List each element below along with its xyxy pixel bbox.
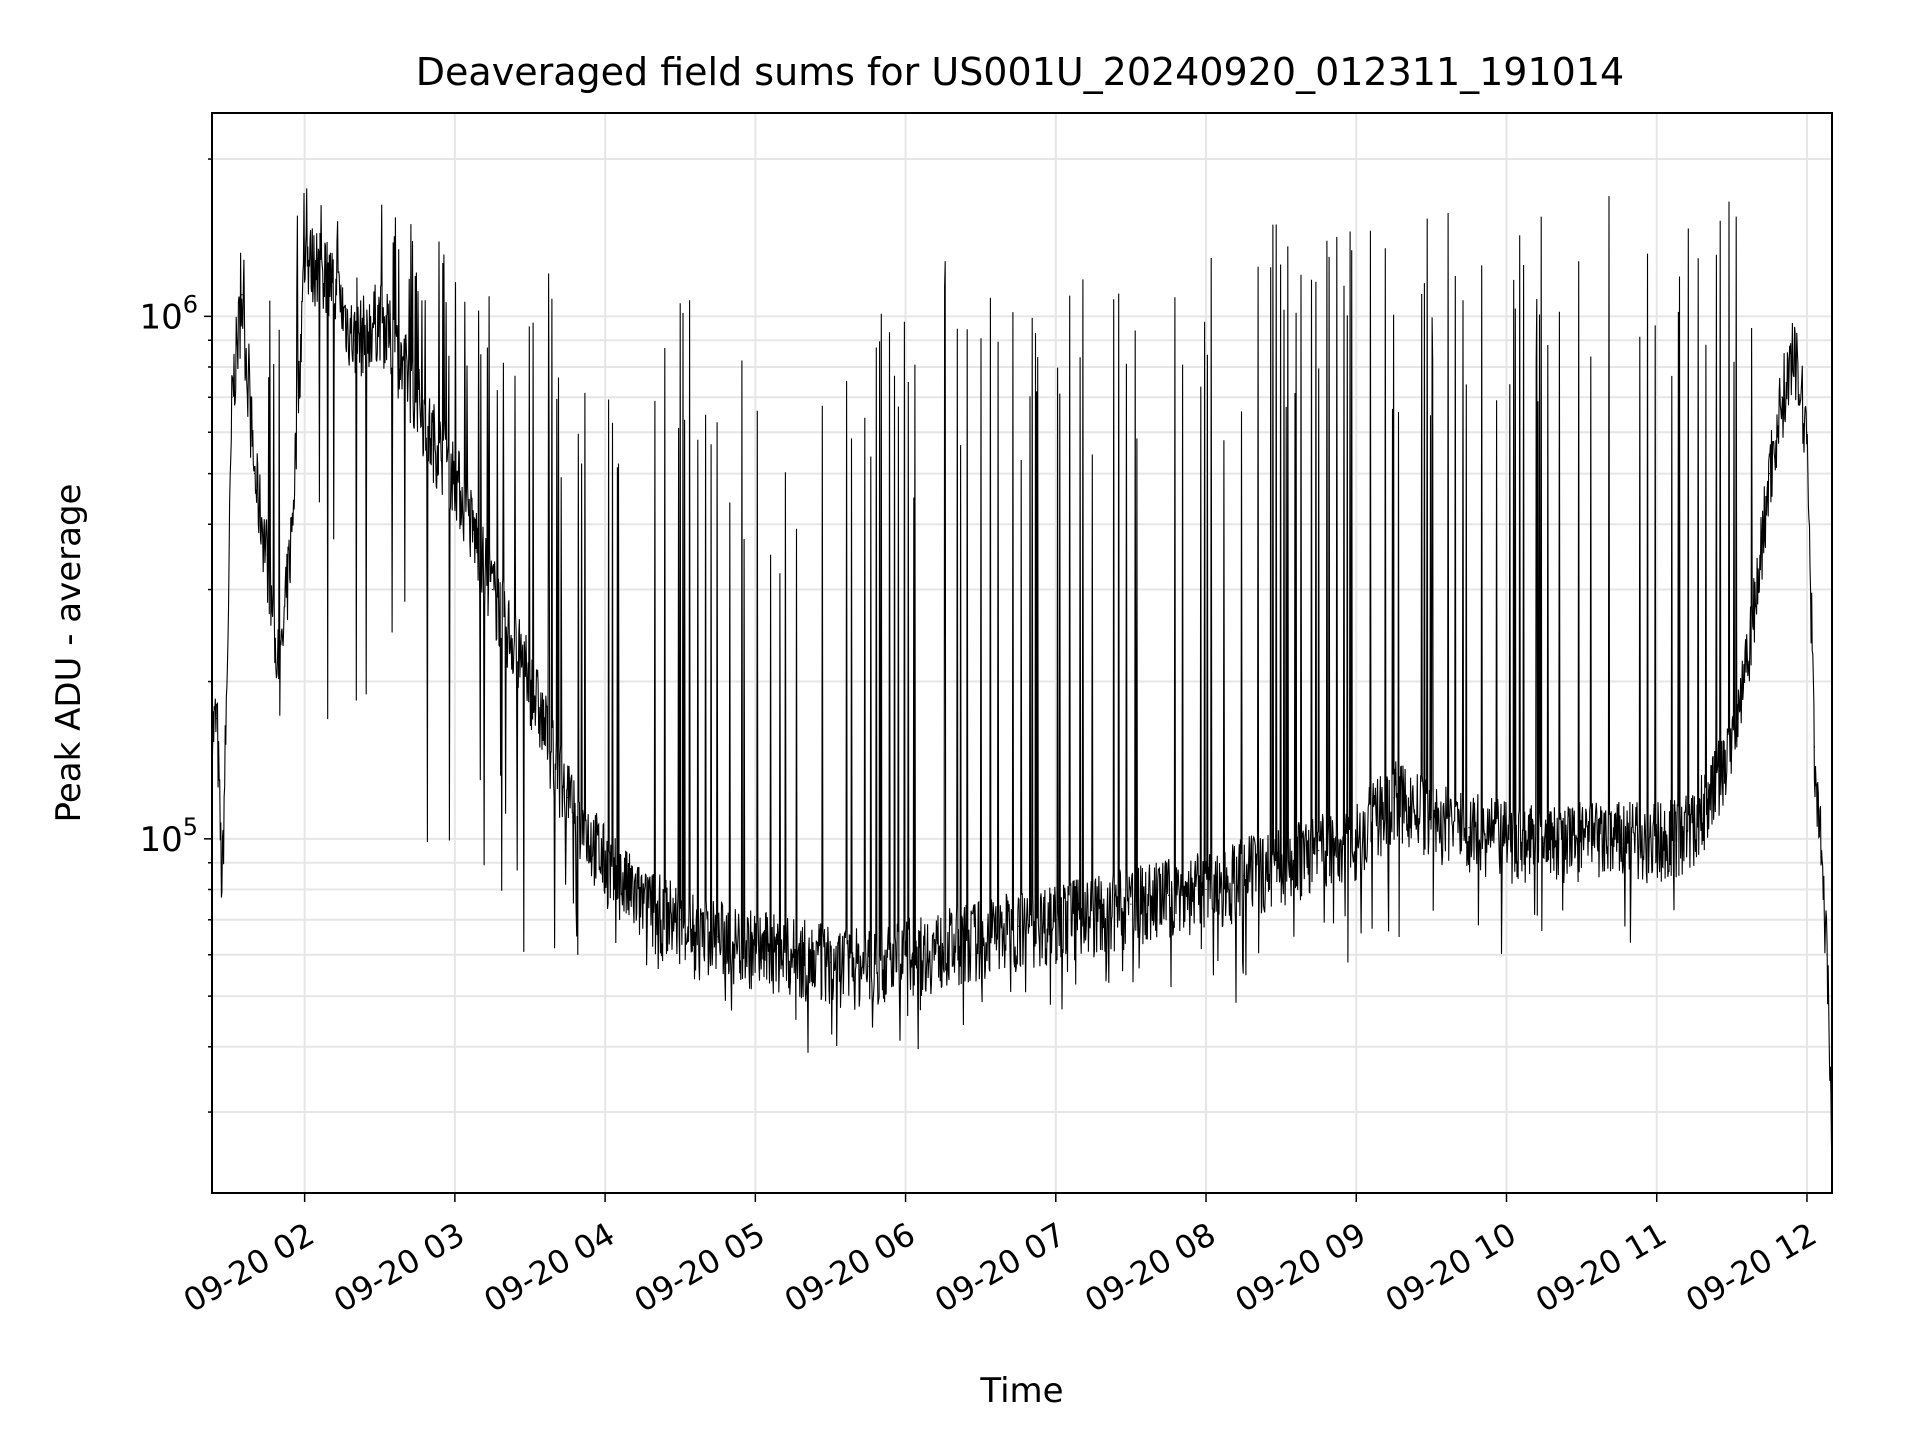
grid-layer <box>212 113 1832 1193</box>
data-point <box>1092 912 1094 914</box>
data-point <box>1205 888 1207 891</box>
data-point <box>1821 862 1823 864</box>
data-point <box>1793 352 1796 354</box>
data-point <box>529 680 531 683</box>
data-point <box>429 431 431 433</box>
data-point <box>942 946 944 948</box>
data-point <box>304 256 306 258</box>
data-point <box>980 936 982 938</box>
data-point <box>1318 849 1320 852</box>
data-point <box>404 366 406 368</box>
data-point <box>1756 588 1758 591</box>
data-point <box>566 796 569 799</box>
data-point <box>1393 796 1395 799</box>
data-point <box>1618 838 1620 840</box>
data-point <box>241 294 243 296</box>
data-point <box>1055 919 1057 921</box>
data-point <box>1781 396 1783 398</box>
data-point <box>291 523 293 525</box>
y-tick-label: 106 <box>139 290 198 337</box>
data-point <box>231 396 233 398</box>
data-point <box>1693 827 1695 829</box>
data-point <box>1543 842 1545 845</box>
data-point <box>904 954 907 956</box>
data-point <box>253 473 256 475</box>
data-point <box>1430 816 1432 818</box>
data-point <box>1355 838 1357 840</box>
data-point <box>679 919 681 921</box>
data-point <box>216 717 218 720</box>
data-point <box>1468 827 1470 829</box>
data-point <box>221 888 223 891</box>
data-point <box>1731 746 1733 748</box>
data-point <box>1813 746 1816 748</box>
chart-title: Deaveraged field sums for US001U_2024092… <box>416 50 1624 94</box>
y-axis-label: Peak ADU - average <box>49 484 89 823</box>
data-point <box>754 946 756 948</box>
data-point <box>1505 838 1508 840</box>
data-point <box>1806 431 1808 433</box>
data-point <box>1826 954 1828 956</box>
plot-area <box>211 188 1833 1155</box>
data-point <box>792 954 794 956</box>
data-point <box>1656 838 1658 840</box>
data-point <box>226 680 228 683</box>
data-point <box>1581 838 1583 840</box>
y-tick-label: 105 <box>139 813 198 860</box>
series-line <box>211 188 1833 1147</box>
data-point <box>1167 894 1170 896</box>
data-point <box>266 553 268 556</box>
data-point <box>642 903 644 905</box>
x-axis-label: Time <box>979 1371 1063 1411</box>
data-point <box>1242 875 1245 877</box>
data-point <box>354 339 356 341</box>
data-point <box>454 473 456 475</box>
data-point <box>279 680 281 683</box>
data-point <box>1768 473 1771 475</box>
data-point <box>717 936 719 938</box>
data-point <box>829 961 832 964</box>
data-point <box>1017 925 1019 927</box>
data-point <box>491 588 494 591</box>
data-point <box>604 862 606 864</box>
data-point <box>329 274 331 276</box>
plot-frame <box>211 112 1833 1194</box>
data-point <box>1280 862 1282 864</box>
data-point <box>867 965 869 968</box>
data-point <box>379 315 381 317</box>
data-point <box>1130 903 1132 905</box>
